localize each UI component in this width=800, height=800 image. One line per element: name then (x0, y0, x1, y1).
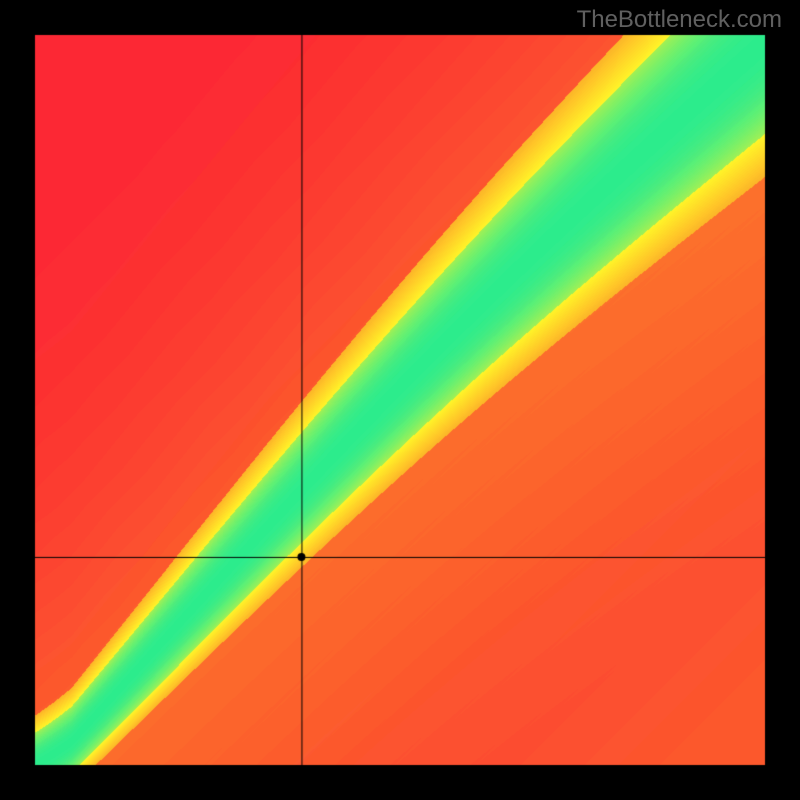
watermark-text: TheBottleneck.com (577, 6, 782, 34)
bottleneck-heatmap (0, 0, 800, 800)
chart-container: TheBottleneck.com (0, 0, 800, 800)
